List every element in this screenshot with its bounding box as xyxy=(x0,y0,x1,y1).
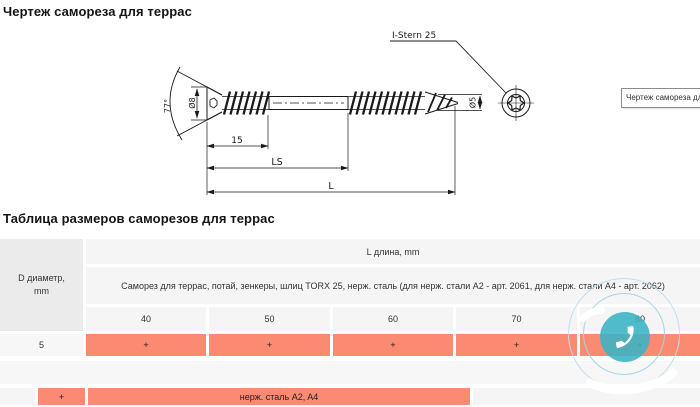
screw-length-label: LS xyxy=(271,157,282,168)
table-section-title: Таблица размеров саморезов для террас xyxy=(3,211,275,226)
callback-button[interactable] xyxy=(600,312,650,362)
diameter-row-value: 5 xyxy=(0,334,83,356)
screw-technical-drawing-icon: 77° Ø8 15 LS L Ø5 I-Stern 25 xyxy=(163,31,534,195)
drive-type-label: I-Stern 25 xyxy=(392,31,436,41)
diameter-column-header: D диаметр, mm xyxy=(0,239,83,331)
availability-cell: + xyxy=(333,334,453,356)
phone-icon xyxy=(616,326,634,348)
drawing-link-tooltip: Чертеж самореза для террас xyxy=(621,88,700,108)
length-col-50: 50 xyxy=(209,307,330,331)
head-diameter-label: Ø8 xyxy=(187,97,197,108)
tip-diameter-label: Ø5 xyxy=(468,97,478,108)
length-col-60: 60 xyxy=(333,307,453,331)
product-description: Саморез для террас, потай, зенкеры, шлиц… xyxy=(86,267,700,304)
availability-cell: + xyxy=(209,334,330,356)
legend-label-cell: нерж. сталь A2, A4 xyxy=(88,388,470,405)
availability-cell: + xyxy=(456,334,577,356)
length-col-40: 40 xyxy=(86,307,206,331)
legend-symbol-cell: + xyxy=(38,388,85,405)
table-spacer-row xyxy=(0,361,700,384)
legend-empty-cell xyxy=(473,388,700,405)
angle-dimension-label: 77° xyxy=(163,99,172,113)
length-col-70: 70 xyxy=(456,307,577,331)
thread-length-label: 15 xyxy=(231,136,242,146)
legend-spacer-cell xyxy=(0,388,35,405)
drawing-section-title: Чертеж самореза для террас xyxy=(3,4,192,19)
total-length-label: L xyxy=(328,181,334,192)
availability-cell: + xyxy=(86,334,206,356)
length-header: L длина, mm xyxy=(86,239,700,264)
